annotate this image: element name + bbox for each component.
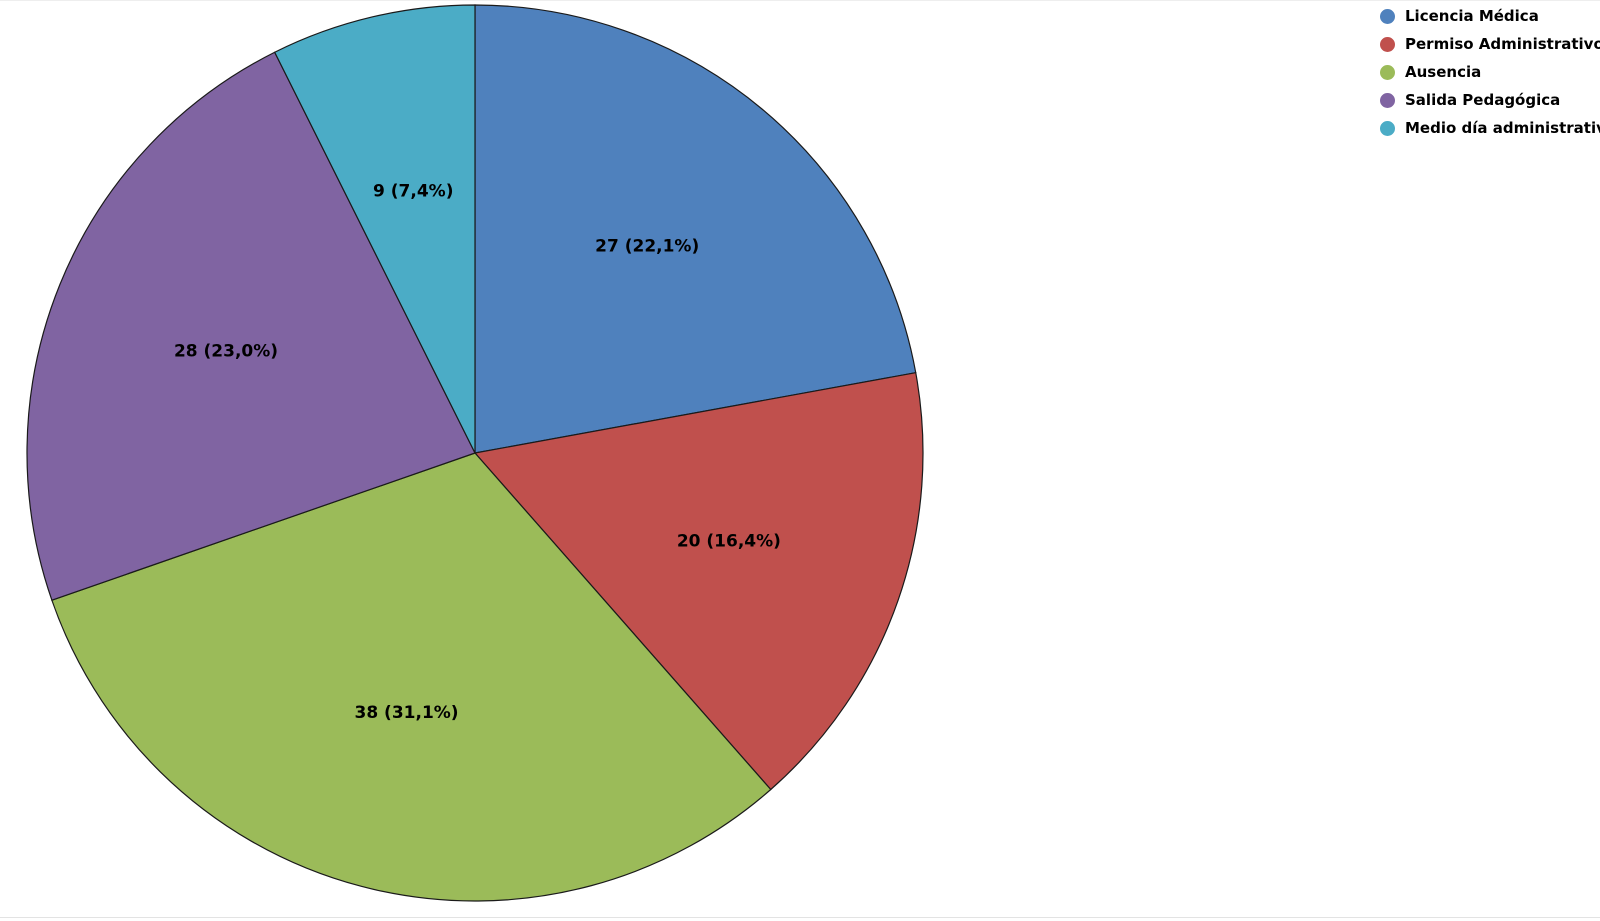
pie-slice-label-permiso-administrativo: 20 (16,4%)	[677, 531, 781, 551]
pie-slice-label-ausencia: 38 (31,1%)	[354, 703, 458, 723]
bottom-divider	[0, 917, 1600, 918]
pie-slice-label-licencia-medica: 27 (22,1%)	[595, 237, 699, 257]
top-divider	[0, 0, 1600, 1]
legend: Licencia Médica Permiso Administrativo Aus…	[1380, 2, 1600, 142]
pie-slice-permiso-administrativo	[473, 371, 924, 791]
legend-swatch-icon	[1380, 120, 1395, 136]
legend-label: Ausencia	[1405, 63, 1482, 81]
legend-item-ausencia[interactable]: Ausencia	[1380, 58, 1600, 86]
legend-swatch-icon	[1380, 8, 1395, 24]
legend-swatch-icon	[1380, 64, 1395, 80]
pie-slice-licencia-medica	[474, 4, 917, 454]
legend-swatch-icon	[1380, 92, 1395, 108]
legend-label: Medio día administrativo	[1405, 119, 1600, 137]
legend-item-permiso-administrativo[interactable]: Permiso Administrativo	[1380, 30, 1600, 58]
legend-label: Salida Pedagógica	[1405, 91, 1561, 109]
pie-slice-salida-pedagogica	[26, 51, 476, 601]
legend-item-medio-dia-administrativo[interactable]: Medio día administrativo	[1380, 114, 1600, 142]
legend-item-salida-pedagogica[interactable]: Salida Pedagógica	[1380, 86, 1600, 114]
legend-label: Permiso Administrativo	[1405, 35, 1600, 53]
legend-item-licencia-medica[interactable]: Licencia Médica	[1380, 2, 1600, 30]
pie-slice-label-salida-pedagogica: 28 (23,0%)	[174, 342, 278, 362]
pie-slice-medio-dia-administrativo	[273, 4, 476, 454]
legend-swatch-icon	[1380, 36, 1395, 52]
pie-slice-ausencia	[51, 452, 772, 902]
pie-slice-label-medio-dia-administrativo: 9 (7,4%)	[373, 181, 453, 201]
legend-label: Licencia Médica	[1405, 7, 1539, 25]
